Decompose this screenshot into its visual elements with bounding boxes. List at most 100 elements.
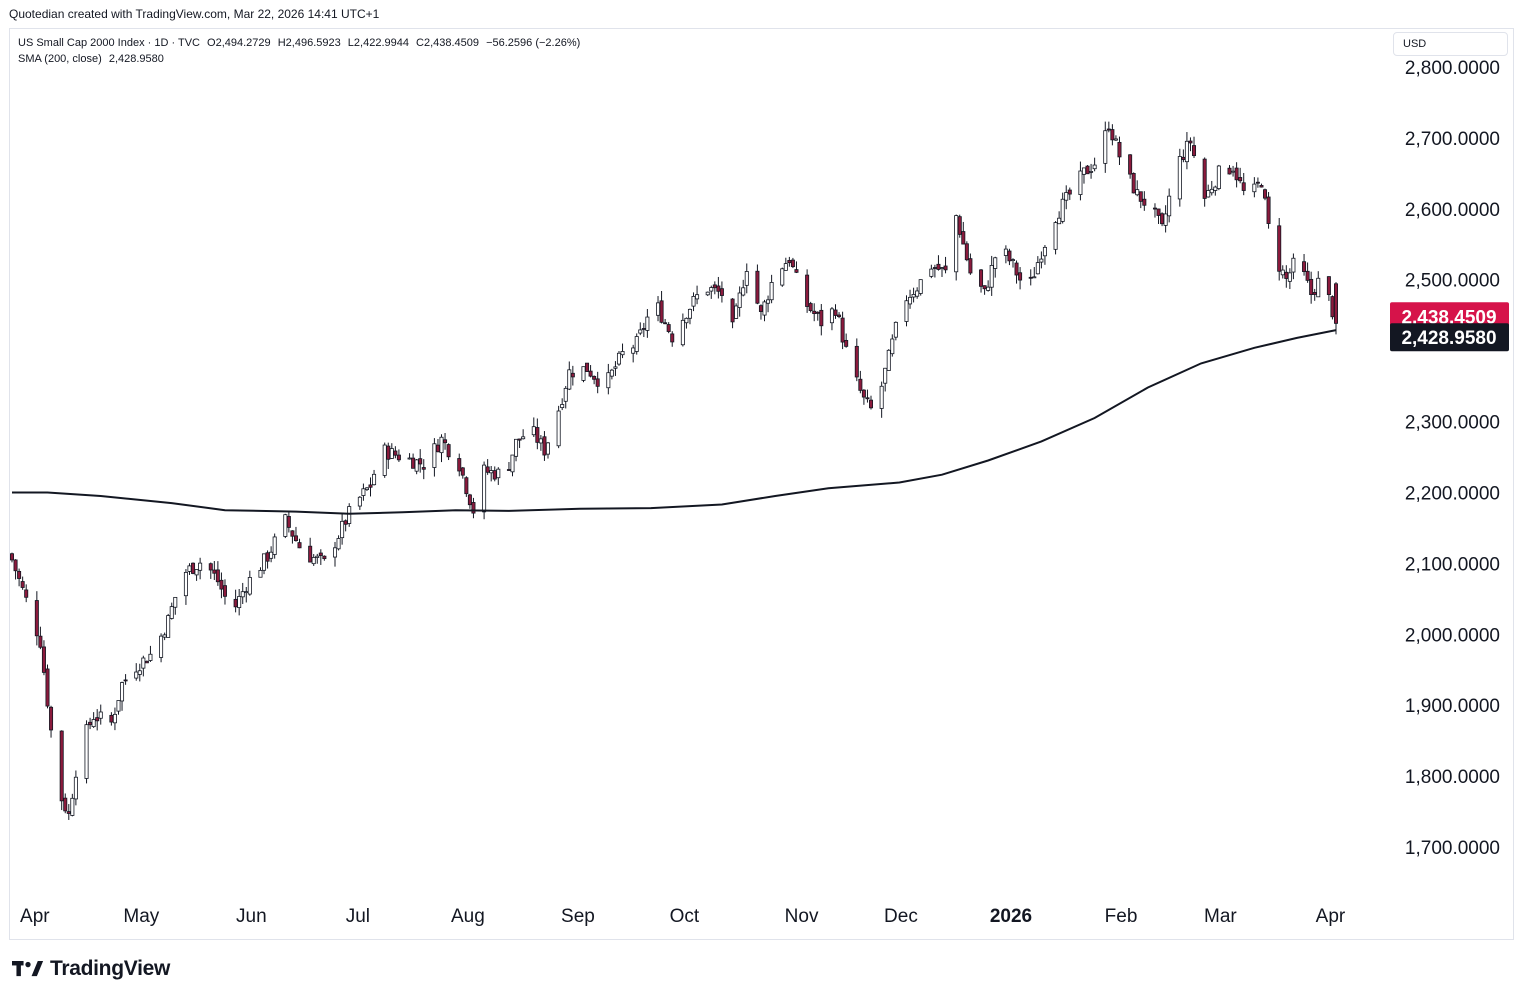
candle[interactable] (9, 552, 14, 563)
candle[interactable] (1152, 203, 1157, 218)
candle[interactable] (993, 256, 998, 278)
candle[interactable] (361, 483, 366, 501)
candle[interactable] (666, 322, 671, 334)
candle[interactable] (222, 579, 227, 605)
candle[interactable] (904, 295, 909, 327)
candle[interactable] (457, 453, 462, 477)
candle[interactable] (1156, 208, 1161, 224)
candle[interactable] (382, 442, 387, 478)
candle[interactable] (148, 645, 153, 662)
candle[interactable] (918, 279, 923, 296)
candle[interactable] (1014, 260, 1019, 284)
candle[interactable] (1181, 149, 1186, 163)
candle[interactable] (908, 289, 913, 309)
candle[interactable] (70, 793, 75, 817)
candle[interactable] (1092, 157, 1097, 172)
candle[interactable] (368, 477, 373, 497)
candle[interactable] (538, 435, 543, 451)
sma-label[interactable]: SMA (200, close) (18, 53, 102, 65)
candle[interactable] (932, 264, 937, 278)
candle[interactable] (986, 280, 991, 292)
candle[interactable] (588, 365, 593, 378)
candle[interactable] (63, 793, 68, 814)
candle[interactable] (1287, 268, 1292, 290)
candle[interactable] (464, 476, 469, 497)
candle[interactable] (258, 567, 263, 578)
candle[interactable] (215, 561, 220, 586)
candle[interactable] (531, 417, 536, 437)
candle[interactable] (141, 655, 146, 677)
candle[interactable] (861, 389, 866, 405)
candle[interactable] (297, 538, 302, 549)
candle[interactable] (808, 301, 813, 313)
candle[interactable] (45, 664, 50, 709)
candle[interactable] (187, 563, 192, 575)
candle[interactable] (1305, 262, 1310, 283)
candle[interactable] (347, 503, 352, 527)
candle[interactable] (1330, 295, 1335, 320)
candle[interactable] (730, 298, 735, 329)
candle[interactable] (1128, 154, 1133, 179)
candle[interactable] (49, 705, 54, 738)
candle[interactable] (542, 431, 547, 461)
candle[interactable] (443, 432, 448, 450)
candle[interactable] (1234, 162, 1239, 188)
candle[interactable] (233, 589, 238, 613)
candle[interactable] (560, 398, 565, 411)
candle[interactable] (936, 255, 941, 271)
candle[interactable] (535, 418, 540, 450)
candle[interactable] (1131, 172, 1136, 194)
candle[interactable] (183, 569, 188, 605)
candle[interactable] (1167, 188, 1172, 223)
candle[interactable] (485, 459, 490, 475)
candle[interactable] (322, 555, 327, 561)
candle[interactable] (805, 269, 810, 313)
candle[interactable] (432, 438, 437, 477)
candle[interactable] (762, 299, 767, 322)
candle[interactable] (13, 559, 18, 580)
candle[interactable] (744, 263, 749, 294)
candle[interactable] (634, 333, 639, 355)
candle[interactable] (755, 264, 760, 305)
candle[interactable] (1259, 183, 1264, 188)
candle[interactable] (88, 717, 93, 730)
candle[interactable] (1106, 121, 1111, 133)
candle[interactable] (1057, 211, 1062, 225)
tradingview-brand[interactable]: TradingView (12, 957, 170, 981)
candle[interactable] (1035, 256, 1040, 275)
candle[interactable] (208, 562, 213, 579)
candle[interactable] (1284, 265, 1289, 288)
candle[interactable] (815, 311, 820, 321)
candle[interactable] (943, 256, 948, 274)
candle[interactable] (244, 586, 249, 603)
candle[interactable] (269, 546, 274, 563)
candle[interactable] (833, 304, 838, 319)
candle[interactable] (1202, 157, 1207, 207)
candle[interactable] (1255, 177, 1260, 188)
candle[interactable] (460, 466, 465, 479)
candle[interactable] (272, 533, 277, 559)
candle[interactable] (1003, 245, 1008, 264)
candle[interactable] (1209, 180, 1214, 196)
candle[interactable] (471, 497, 476, 519)
candle[interactable] (659, 290, 664, 324)
candle[interactable] (1302, 254, 1307, 276)
candle[interactable] (570, 365, 575, 386)
candle[interactable] (1007, 248, 1012, 266)
candle[interactable] (467, 493, 472, 509)
candle[interactable] (812, 303, 817, 322)
candle[interactable] (290, 530, 295, 544)
candle[interactable] (680, 313, 685, 347)
candle[interactable] (790, 257, 795, 269)
candle[interactable] (283, 513, 288, 539)
candle[interactable] (194, 569, 199, 581)
candle[interactable] (340, 513, 345, 545)
candle[interactable] (1110, 124, 1115, 146)
candle[interactable] (1231, 165, 1236, 177)
candle[interactable] (716, 276, 721, 299)
candle[interactable] (1042, 245, 1047, 265)
candle[interactable] (585, 362, 590, 372)
candle[interactable] (521, 429, 526, 440)
candle[interactable] (435, 439, 440, 453)
